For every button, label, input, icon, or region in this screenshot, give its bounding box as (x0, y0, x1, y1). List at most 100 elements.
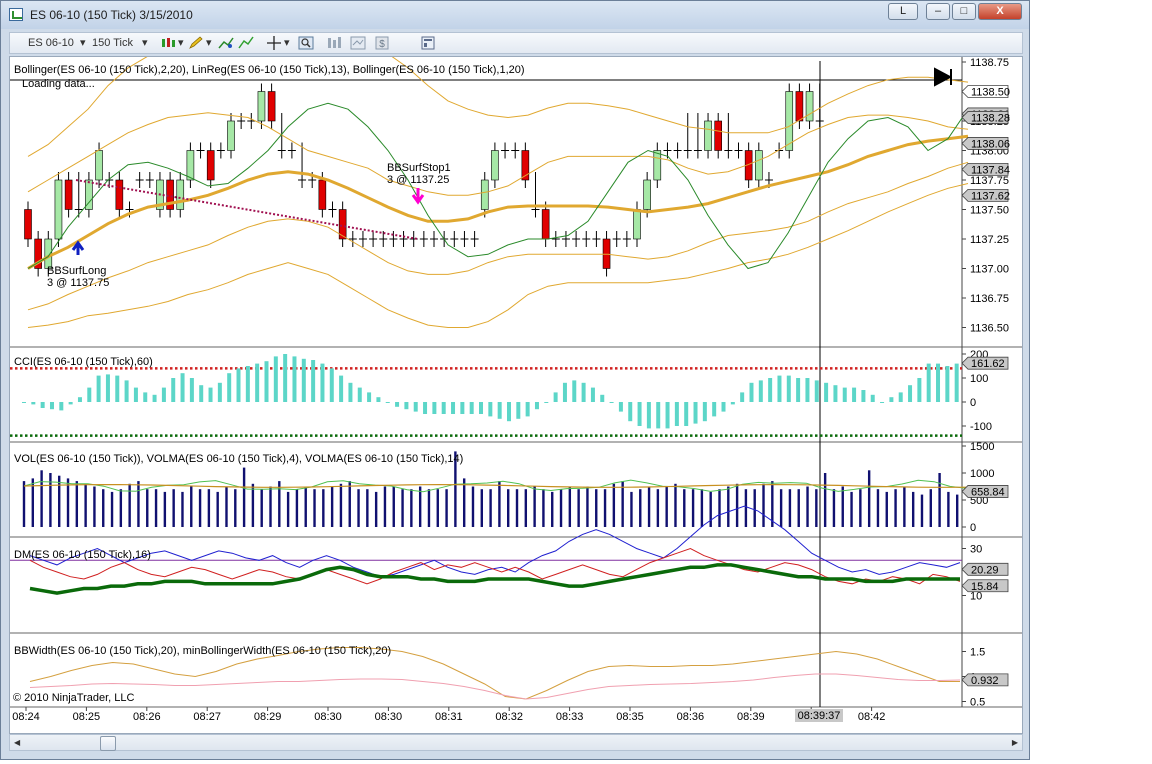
cci-panel[interactable] (10, 354, 962, 437)
price-marker-box (961, 188, 1009, 202)
price-tick-label: 1136.50 (970, 323, 1009, 335)
up-candle (785, 91, 794, 151)
volume-bar (639, 489, 642, 527)
cci-bar (77, 397, 82, 402)
period-selector[interactable]: 150 Tick (92, 37, 133, 49)
strategy-icon[interactable] (238, 36, 254, 50)
maximize-button[interactable]: □ (952, 3, 976, 20)
horizontal-scrollbar[interactable]: ◀ ▶ (9, 734, 1023, 751)
cci-bar (367, 392, 372, 402)
cci-bar (581, 382, 586, 402)
bar-type-icon[interactable] (160, 36, 176, 50)
cci-bar (945, 366, 950, 402)
volume-bar (207, 489, 211, 527)
volume-bar (366, 489, 369, 527)
volume-bar (462, 478, 466, 527)
volume-bar (559, 489, 563, 527)
instrument-dropdown-icon[interactable]: ▾ (80, 37, 86, 49)
cci-bar (469, 402, 474, 414)
volume-bar (498, 481, 501, 527)
volume-bar (647, 486, 651, 527)
volume-tick-label: 1500 (970, 441, 994, 453)
drawing-dropdown-icon[interactable]: ▾ (206, 37, 212, 49)
cci-bar (497, 402, 502, 419)
cci-bar (721, 402, 726, 412)
volume-bar (920, 494, 924, 527)
crosshair-dropdown-icon[interactable]: ▾ (284, 37, 290, 49)
down-candle (338, 209, 347, 240)
cci-bar (814, 380, 819, 402)
up-candle (85, 179, 93, 210)
price-marker-box (961, 137, 1009, 150)
volume-bar (489, 489, 492, 527)
cci-bar (824, 382, 829, 402)
volume-bar (691, 489, 695, 527)
volume-bar (683, 489, 686, 527)
chart-canvas[interactable]: Bollinger(ES 06-10 (150 Tick),2,20), Lin… (10, 34, 1022, 733)
chart-style-icon[interactable] (326, 36, 342, 50)
scroll-right-icon[interactable]: ▶ (1011, 738, 1018, 747)
cci-bar (227, 373, 232, 402)
time-tick-label: 08:33 (556, 711, 584, 723)
volume-bar (137, 481, 140, 527)
price-marker-label: 1137.62 (971, 190, 1010, 202)
cci-bar (842, 387, 847, 402)
link-button[interactable]: L (888, 3, 918, 20)
properties-icon[interactable]: $ (374, 36, 390, 50)
cci-bar (404, 402, 409, 410)
volume-panel[interactable] (22, 451, 967, 527)
cci-bar (199, 385, 204, 402)
price-marker-label: 1138.28 (971, 112, 1010, 124)
period-dropdown-icon[interactable]: ▾ (142, 37, 148, 49)
volume-bar (542, 489, 545, 527)
volume-bar (586, 486, 589, 527)
time-tick-label: 08:36 (677, 711, 705, 723)
cci-bar (68, 402, 73, 405)
chart-window: ES 06-10 (150 Tick) 3/15/2010 L – □ X ES… (0, 0, 1030, 760)
dm-panel[interactable] (10, 505, 962, 595)
cci-bar (292, 356, 297, 402)
templates-icon[interactable] (420, 36, 436, 50)
volume-bar (330, 486, 334, 527)
up-candle (186, 150, 195, 181)
cci-bar (479, 402, 484, 414)
drawing-pencil-icon[interactable] (188, 36, 204, 50)
minimize-button[interactable]: – (926, 3, 950, 20)
cci-bar (730, 402, 735, 405)
volume-bar (815, 489, 818, 527)
cci-bar (768, 378, 773, 402)
cci-bar (833, 385, 838, 402)
volume-bar (58, 475, 61, 527)
cci-bar (171, 378, 176, 402)
cci-bar (376, 397, 381, 402)
price-marker-box (961, 162, 1009, 176)
cci-bar (180, 373, 185, 402)
volume-bar (119, 489, 123, 527)
bar-type-dropdown-icon[interactable]: ▾ (178, 37, 184, 49)
volume-bar (735, 483, 739, 527)
cci-bar (311, 360, 316, 402)
price-panel[interactable] (24, 34, 969, 328)
volume-bar (216, 491, 219, 527)
close-button[interactable]: X (978, 3, 1022, 20)
zoom-icon[interactable] (298, 36, 314, 50)
cci-bar (385, 402, 390, 403)
up-candle (480, 179, 489, 210)
chart-area[interactable]: Bollinger(ES 06-10 (150 Tick),2,20), Lin… (9, 34, 1023, 734)
volume-bar (66, 478, 70, 527)
volume-bar (383, 486, 387, 527)
cci-bar (665, 402, 670, 429)
volume-bar (753, 489, 756, 527)
go-to-end-icon[interactable] (934, 67, 953, 87)
add-indicator-icon[interactable] (218, 36, 234, 50)
instrument-selector[interactable]: ES 06-10 (28, 37, 74, 49)
down-candle (602, 238, 611, 269)
data-box-icon[interactable] (350, 36, 366, 50)
scroll-left-icon[interactable]: ◀ (14, 738, 21, 747)
cci-bar (908, 385, 913, 402)
crosshair-icon[interactable] (266, 36, 282, 50)
title-bar[interactable]: ES 06-10 (150 Tick) 3/15/2010 L – □ X (1, 1, 1029, 29)
bbwidth-panel[interactable] (29, 647, 961, 700)
volume-bar (630, 491, 633, 527)
scroll-thumb[interactable] (100, 736, 116, 751)
